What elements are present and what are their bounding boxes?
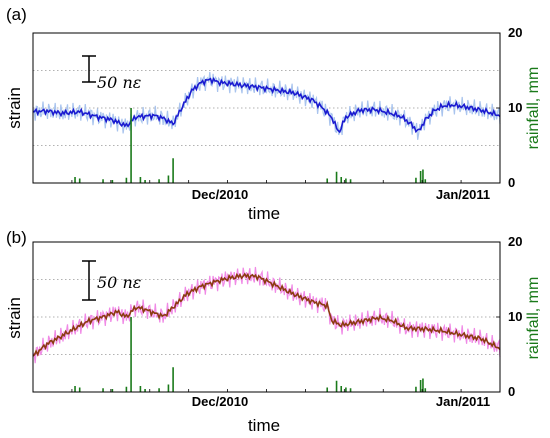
rain-bar [144, 389, 146, 392]
panel-a-y2-tick-0: 0 [508, 175, 515, 190]
panel-a-right-axis-ticks [496, 32, 500, 184]
smoothed-strain-line [32, 76, 501, 134]
rain-bar [326, 387, 329, 392]
panel-a: (a) Dec/2010 Jan/2011 time strain rainfa… [5, 5, 542, 223]
rain-bar [139, 177, 142, 183]
panel-a-y2-tick-20: 20 [508, 25, 522, 40]
rain-bar [130, 317, 132, 392]
rain-bar [415, 386, 417, 392]
raw-strain-line [32, 266, 501, 364]
rain-bar [172, 367, 174, 392]
rain-bar [139, 386, 142, 392]
rain-bar [326, 178, 329, 183]
panel-b-rainfall-axis-title: rainfall, mm [525, 277, 542, 360]
rain-bar [422, 378, 424, 392]
rain-bar [424, 179, 427, 183]
panel-a-x-tick-dec: Dec/2010 [192, 187, 248, 202]
panel-a-scale-bar-label: 50 nε [97, 73, 141, 92]
rain-bar [424, 388, 427, 392]
panel-b-right-axis-ticks [496, 241, 500, 393]
rain-bar [345, 387, 347, 392]
rain-bar [158, 179, 160, 183]
rain-bar [144, 180, 146, 183]
panel-a-x-tick-jan: Jan/2011 [436, 187, 490, 202]
panel-a-gridlines [33, 70, 500, 146]
rain-bar [419, 171, 422, 183]
panel-b-y2-tick-10: 10 [508, 309, 522, 324]
panel-b-y-axis-title: strain [5, 297, 24, 339]
rain-bar [335, 380, 338, 392]
rain-bar [349, 179, 352, 183]
panel-a-label: (a) [6, 5, 27, 24]
panel-b-x-tick-dec: Dec/2010 [192, 394, 248, 409]
panel-b-x-ticks [71, 389, 462, 392]
rain-bar [422, 169, 424, 183]
panel-b: (b) Dec/2010 Jan/2011 time strain rainfa… [5, 228, 542, 435]
panel-b-y2-tick-0: 0 [508, 384, 515, 399]
rain-bar [102, 179, 104, 183]
panel-b-raw-strain [32, 266, 501, 364]
rain-bar [78, 387, 81, 392]
panel-a-y2-tick-10: 10 [508, 100, 522, 115]
panel-a-x-axis-title: time [248, 204, 280, 223]
smoothed-strain-line [32, 272, 501, 357]
rain-bar [419, 380, 422, 392]
panel-b-smoothed-strain [32, 272, 501, 357]
rain-bar [74, 386, 76, 392]
rain-bar [340, 177, 343, 183]
panel-b-x-tick-jan: Jan/2011 [436, 394, 490, 409]
rain-bar [167, 384, 170, 392]
rain-bar [125, 177, 128, 183]
panel-b-x-axis-title: time [248, 416, 280, 435]
panel-a-smoothed-strain [32, 76, 501, 134]
rain-bar [335, 171, 338, 183]
panel-b-label: (b) [6, 228, 27, 247]
panel-a-x-ticks [71, 180, 462, 183]
rain-bar [102, 388, 104, 392]
panel-b-scale-bar: 50 nε [82, 260, 141, 301]
panel-b-rainfall-bars [74, 317, 427, 392]
rain-bar [158, 388, 160, 392]
rain-bar [78, 178, 81, 183]
panel-a-rainfall-axis-title: rainfall, mm [525, 67, 542, 150]
panel-a-rainfall-bars [74, 108, 427, 183]
rain-bar [74, 177, 76, 183]
panel-a-y-axis-title: strain [5, 87, 24, 129]
raw-strain-line [32, 71, 501, 140]
panel-b-y2-tick-20: 20 [508, 234, 522, 249]
rain-bar [111, 180, 114, 183]
panel-b-scale-bar-label: 50 nε [97, 273, 141, 292]
panel-a-scale-bar: 50 nε [82, 55, 141, 92]
rain-bar [111, 389, 114, 392]
panel-a-raw-strain [32, 71, 501, 140]
rain-bar [349, 388, 352, 392]
rain-bar [167, 175, 170, 183]
rain-bar [130, 108, 132, 183]
rain-bar [340, 386, 343, 392]
rain-bar [415, 177, 417, 183]
rain-bar [172, 158, 174, 183]
rain-bar [345, 178, 347, 183]
rain-bar [125, 386, 128, 392]
